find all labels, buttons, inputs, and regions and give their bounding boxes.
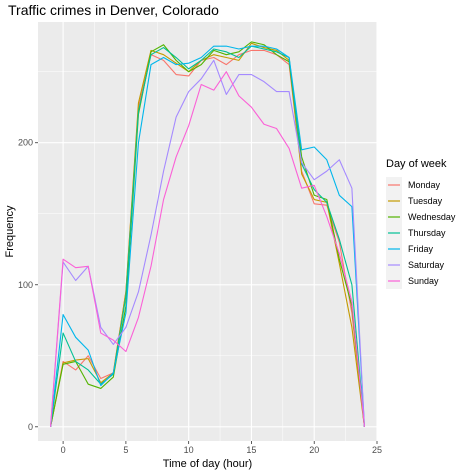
legend-label-thursday: Thursday — [408, 228, 446, 238]
legend-items: Monday Tuesday Wednesday Thursday Friday Satu… — [386, 177, 456, 289]
axis-ticks: 0 5 10 15 20 25 0 100 200 — [18, 138, 382, 455]
x-axis-title: Time of day (hour) — [163, 458, 252, 470]
x-tick-label: 20 — [309, 445, 319, 455]
series-line-saturday — [50, 59, 365, 427]
series-line-monday — [50, 49, 365, 427]
x-tick-label: 5 — [123, 445, 128, 455]
legend-label-saturday: Saturday — [408, 260, 445, 270]
legend: Day of week Monday Tuesday Wednesday Thursd… — [384, 155, 469, 289]
chart-title: Traffic crimes in Denver, Colorado — [8, 2, 219, 18]
y-axis-title: Frequency — [4, 205, 16, 257]
legend-label-monday: Monday — [408, 180, 441, 190]
legend-label-sunday: Sunday — [408, 276, 439, 286]
y-tick-label: 200 — [18, 138, 33, 148]
x-tick-label: 0 — [61, 445, 66, 455]
x-tick-label: 15 — [246, 445, 256, 455]
series-line-friday — [50, 45, 365, 427]
legend-label-wednesday: Wednesday — [408, 212, 456, 222]
legend-label-tuesday: Tuesday — [408, 196, 443, 206]
series-line-wednesday — [50, 41, 365, 427]
legend-label-friday: Friday — [408, 244, 434, 254]
plot-panel — [38, 22, 377, 441]
x-tick-label: 25 — [372, 445, 382, 455]
series-line-sunday — [50, 71, 365, 427]
y-tick-label: 100 — [18, 280, 33, 290]
y-tick-label: 0 — [28, 422, 33, 432]
legend-title: Day of week — [386, 158, 447, 170]
x-tick-label: 10 — [184, 445, 194, 455]
series-lines — [50, 41, 365, 427]
